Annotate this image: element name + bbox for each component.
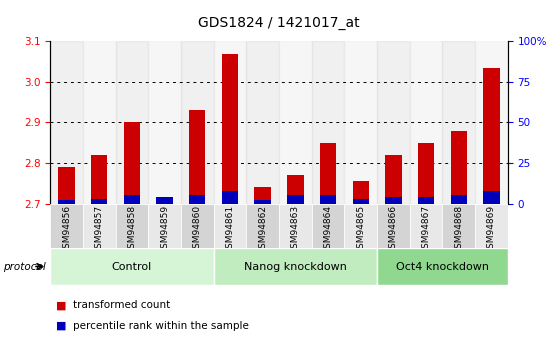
Bar [254,200,271,204]
Bar [83,204,116,248]
Bar [320,195,336,204]
Bar [156,199,173,204]
Bar [116,204,148,248]
Bar [148,204,181,248]
Text: GSM94868: GSM94868 [454,205,463,254]
Bar [124,195,140,204]
Bar [410,41,442,204]
Bar [344,41,377,204]
Bar [442,204,475,248]
Bar [475,41,508,204]
Bar [246,204,279,248]
Text: GSM94859: GSM94859 [160,205,169,254]
Bar [50,41,83,204]
Text: GSM94864: GSM94864 [324,205,333,254]
Bar [50,248,214,285]
Bar [410,204,442,248]
Bar [377,248,508,285]
Text: GSM94863: GSM94863 [291,205,300,254]
Bar [353,181,369,204]
Bar [312,41,344,204]
Text: protocol: protocol [3,262,46,272]
Text: Nanog knockdown: Nanog knockdown [244,262,347,272]
Text: GSM94860: GSM94860 [193,205,202,254]
Bar [451,195,467,204]
Bar [59,200,75,204]
Text: ■: ■ [56,300,66,310]
Bar [287,175,304,204]
Bar [385,197,402,204]
Bar [418,143,434,204]
Bar [320,143,336,204]
Bar [279,204,312,248]
Bar [377,41,410,204]
Bar [181,204,214,248]
Bar [475,204,508,248]
Text: GSM94862: GSM94862 [258,205,267,254]
Bar [287,195,304,204]
Bar [214,204,246,248]
Text: ■: ■ [56,321,66,331]
Bar [385,155,402,204]
Bar [156,197,173,204]
Text: Control: Control [112,262,152,272]
Text: GSM94861: GSM94861 [225,205,234,254]
Bar [246,41,279,204]
Text: GSM94858: GSM94858 [127,205,136,254]
Bar [50,204,83,248]
Bar [181,41,214,204]
Bar [312,204,344,248]
Bar [214,41,246,204]
Text: GSM94865: GSM94865 [356,205,365,254]
Text: GSM94867: GSM94867 [422,205,431,254]
Bar [83,41,116,204]
Bar [124,122,140,204]
Bar [442,41,475,204]
Text: GSM94869: GSM94869 [487,205,496,254]
Bar [254,187,271,204]
Text: transformed count: transformed count [73,300,170,310]
Bar [344,204,377,248]
Text: Oct4 knockdown: Oct4 knockdown [396,262,489,272]
Bar [483,68,499,204]
Bar [189,195,205,204]
Bar [148,41,181,204]
Bar [91,155,107,204]
Bar [279,41,312,204]
Bar [222,53,238,204]
Text: GSM94866: GSM94866 [389,205,398,254]
Bar [451,131,467,204]
Bar [418,197,434,204]
Bar [59,167,75,204]
Text: GDS1824 / 1421017_at: GDS1824 / 1421017_at [198,16,360,30]
Bar [483,190,499,204]
Text: percentile rank within the sample: percentile rank within the sample [73,321,248,331]
Text: GSM94856: GSM94856 [62,205,71,254]
Bar [214,248,377,285]
Bar [353,199,369,204]
Bar [377,204,410,248]
Bar [91,199,107,204]
Bar [222,190,238,204]
Bar [189,110,205,204]
Text: GSM94857: GSM94857 [95,205,104,254]
Bar [116,41,148,204]
